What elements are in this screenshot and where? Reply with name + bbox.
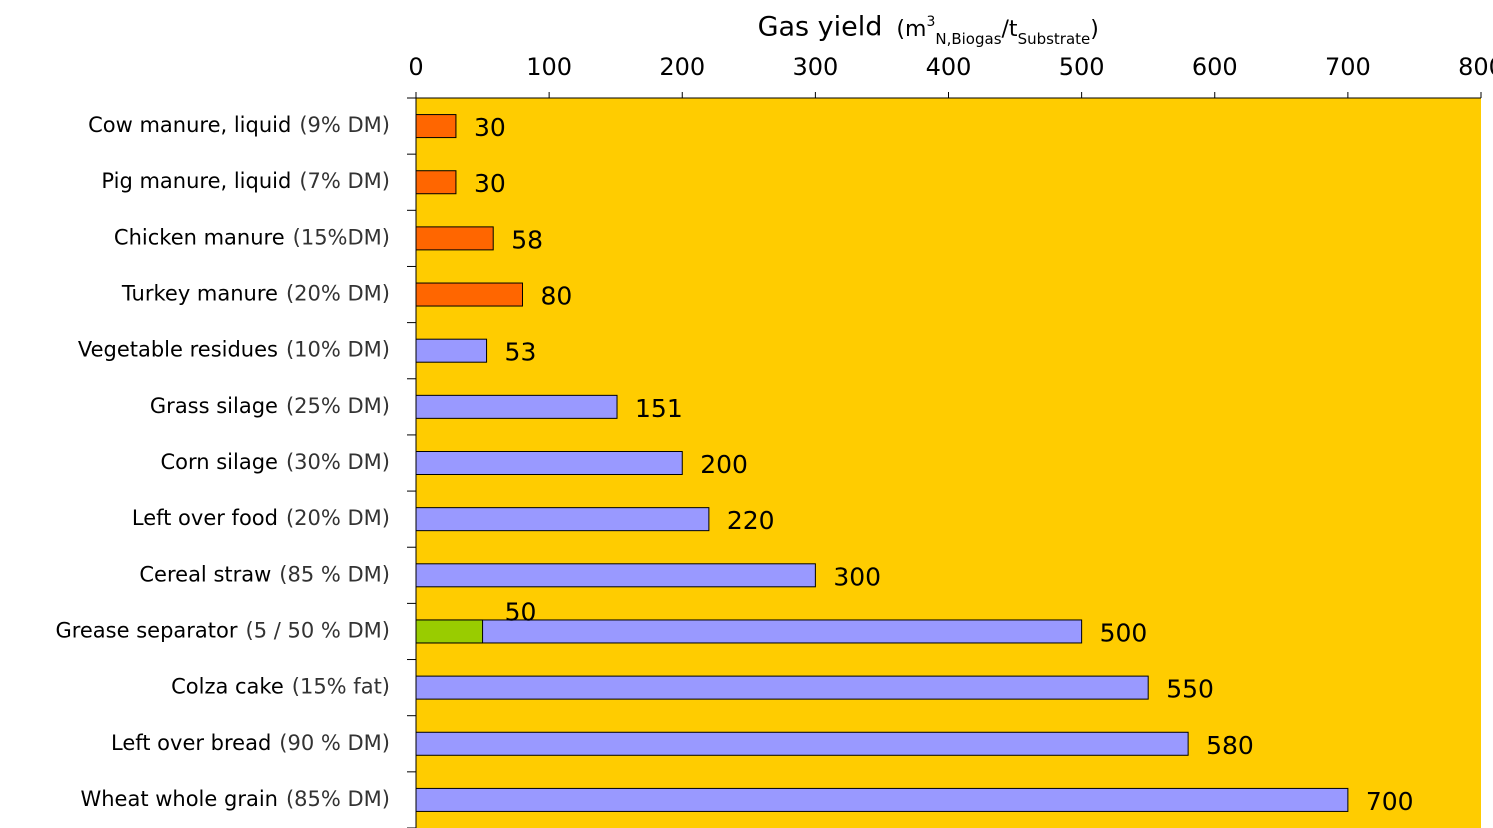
category-detail: (90 % DM) bbox=[279, 731, 390, 755]
category-name: Cow manure, liquid bbox=[88, 113, 291, 137]
category-detail: (9% DM) bbox=[299, 113, 390, 137]
value-label: 200 bbox=[700, 450, 748, 479]
category-name: Colza cake bbox=[171, 675, 284, 699]
y-tick-label: Left over food (20% DM) bbox=[132, 506, 390, 530]
category-detail: (20% DM) bbox=[286, 506, 390, 530]
value-label: 80 bbox=[541, 282, 573, 311]
x-unit-part: ) bbox=[1090, 17, 1099, 42]
value-label: 53 bbox=[505, 338, 537, 367]
y-tick-label: Wheat whole grain (85% DM) bbox=[80, 787, 390, 811]
y-tick-label: Pig manure, liquid (7% DM) bbox=[101, 169, 390, 193]
category-detail: (15%DM) bbox=[293, 225, 390, 249]
value-label: 300 bbox=[833, 562, 881, 591]
bar bbox=[415, 787, 1349, 812]
bar bbox=[415, 675, 1149, 700]
y-tick-label: Cereal straw (85 % DM) bbox=[139, 562, 390, 586]
x-tick-label: 800 bbox=[1458, 53, 1493, 81]
bar bbox=[415, 394, 618, 419]
value-label: 220 bbox=[727, 506, 775, 535]
category-detail: (5 / 50 % DM) bbox=[246, 618, 391, 642]
x-tick-label: 700 bbox=[1325, 53, 1371, 81]
y-tick-label: Grease separator (5 / 50 % DM) bbox=[55, 618, 390, 642]
y-tick-label: Colza cake (15% fat) bbox=[171, 675, 390, 699]
category-name: Grass silage bbox=[150, 394, 278, 418]
category-name: Left over bread bbox=[111, 731, 271, 755]
bar bbox=[415, 338, 488, 363]
x-tick-label: 200 bbox=[659, 53, 705, 81]
category-detail: (10% DM) bbox=[286, 338, 390, 362]
value-label: 550 bbox=[1166, 675, 1214, 704]
category-name: Vegetable residues bbox=[78, 338, 278, 362]
y-tick-label: Chicken manure (15%DM) bbox=[114, 225, 390, 249]
bar bbox=[415, 731, 1189, 756]
category-detail: (7% DM) bbox=[299, 169, 390, 193]
bar bbox=[415, 226, 494, 251]
category-name: Chicken manure bbox=[114, 225, 285, 249]
value-label: 500 bbox=[1100, 618, 1148, 647]
category-detail: (25% DM) bbox=[286, 394, 390, 418]
x-unit-part: (m bbox=[896, 17, 926, 42]
bar bbox=[415, 507, 710, 532]
category-detail: (30% DM) bbox=[286, 450, 390, 474]
value-label: 30 bbox=[474, 113, 506, 142]
y-tick-label: Vegetable residues (10% DM) bbox=[78, 338, 390, 362]
value-label: 50 bbox=[505, 597, 537, 626]
x-tick-label: 600 bbox=[1192, 53, 1238, 81]
bar bbox=[415, 563, 816, 588]
category-detail: (85 % DM) bbox=[279, 562, 390, 586]
x-unit-part: Substrate bbox=[1018, 30, 1091, 48]
category-name: Turkey manure bbox=[121, 282, 278, 306]
x-unit-part: N,Biogas bbox=[935, 30, 1001, 48]
value-label: 58 bbox=[511, 225, 543, 254]
bar bbox=[415, 114, 457, 139]
x-unit-part: 3 bbox=[926, 14, 935, 30]
category-name: Corn silage bbox=[160, 450, 278, 474]
y-tick-label: Turkey manure (20% DM) bbox=[121, 282, 390, 306]
value-label: 30 bbox=[474, 169, 506, 198]
chart-title: Gas yield bbox=[758, 12, 883, 43]
y-tick-label: Left over bread (90 % DM) bbox=[111, 731, 390, 755]
y-tick-label: Grass silage (25% DM) bbox=[150, 394, 390, 418]
x-unit-part: /t bbox=[1002, 17, 1018, 42]
category-name: Grease separator bbox=[55, 618, 237, 642]
x-tick-label: 100 bbox=[526, 53, 572, 81]
category-name: Left over food bbox=[132, 506, 278, 530]
bar bbox=[415, 282, 523, 307]
y-tick-label: Cow manure, liquid (9% DM) bbox=[88, 113, 390, 137]
bar bbox=[415, 451, 683, 475]
category-name: Cereal straw bbox=[139, 562, 271, 586]
category-detail: (15% fat) bbox=[292, 675, 390, 699]
bar bbox=[415, 170, 457, 195]
x-tick-label: 400 bbox=[926, 53, 972, 81]
category-detail: (20% DM) bbox=[286, 282, 390, 306]
x-tick-label: 500 bbox=[1059, 53, 1105, 81]
category-name: Pig manure, liquid bbox=[101, 169, 291, 193]
value-label: 700 bbox=[1366, 787, 1414, 816]
value-label: 151 bbox=[635, 394, 683, 423]
x-tick-label: 0 bbox=[408, 53, 423, 81]
category-name: Wheat whole grain bbox=[80, 787, 278, 811]
value-label: 580 bbox=[1206, 731, 1254, 760]
x-unit: (m3N,Biogas/tSubstrate) bbox=[896, 14, 1098, 48]
category-detail: (85% DM) bbox=[286, 787, 390, 811]
bar bbox=[415, 619, 484, 644]
x-tick-label: 300 bbox=[792, 53, 838, 81]
y-tick-label: Corn silage (30% DM) bbox=[160, 450, 390, 474]
